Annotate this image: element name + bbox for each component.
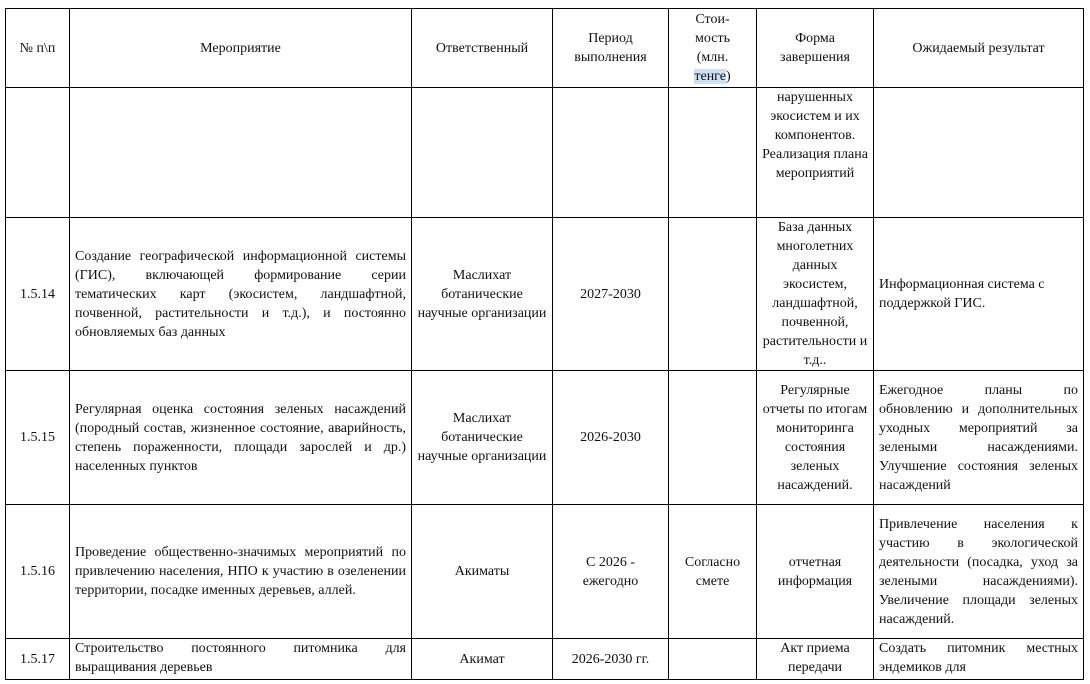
- responsible-cell: Акимат: [411, 638, 553, 680]
- cost-cell: [668, 370, 757, 505]
- cost-cell: Согласно смете: [668, 504, 757, 639]
- responsible-cell: Акиматы: [411, 504, 553, 639]
- activity-cell: Строительство постоянного питомника для …: [69, 638, 412, 680]
- form-cell: Регулярные отчеты по итогам мониторинга …: [756, 370, 874, 505]
- header-activity: Мероприятие: [69, 8, 412, 88]
- responsible-cell: Маслихат ботанические научные организаци…: [411, 217, 553, 371]
- table-row: 1.5.16 Проведение общественно-значимых м…: [5, 504, 1084, 639]
- header-responsible: Ответственный: [411, 8, 553, 88]
- period-cell: 2026-2030: [552, 370, 669, 505]
- result-cell: Создать питомник местных эндемиков для: [873, 638, 1084, 680]
- header-row: № п\п Мероприятие Ответственный Период вы…: [5, 8, 1084, 88]
- activities-table: № п\п Мероприятие Ответственный Период вы…: [5, 8, 1084, 680]
- form-cell: База данных многолетних данных экосистем…: [756, 217, 874, 371]
- selected-text[interactable]: тенге: [694, 69, 726, 84]
- form-cell: нарушенных экосистем и их компонентов. Р…: [756, 87, 874, 218]
- table-row: 1.5.14 Создание географической информаци…: [5, 217, 1084, 371]
- period-cell: 2027-2030: [552, 217, 669, 371]
- table-row: 1.5.15 Регулярная оценка состояния зелен…: [5, 370, 1084, 505]
- activity-cell: Регулярная оценка состояния зеленых наса…: [69, 370, 412, 505]
- form-cell: Акт приема передачи: [756, 638, 874, 680]
- header-result: Ожидаемый результат: [873, 8, 1084, 88]
- table-row: нарушенных экосистем и их компонентов. Р…: [5, 87, 1084, 218]
- header-cost: Стои-мость (млн. тенге): [668, 8, 757, 88]
- activity-cell: Создание географической информационной с…: [69, 217, 412, 371]
- activity-cell: Проведение общественно-значимых мероприя…: [69, 504, 412, 639]
- result-cell: Ежегодное планы по обновлению и дополнит…: [873, 370, 1084, 505]
- row-num: 1.5.16: [5, 504, 70, 639]
- cost-cell: [668, 638, 757, 680]
- form-cell: отчетная информация: [756, 504, 874, 639]
- result-cell: Информационная система с поддержкой ГИС.: [873, 217, 1084, 371]
- cost-cell: [668, 217, 757, 371]
- header-num: № п\п: [5, 8, 70, 88]
- period-cell: 2026-2030 гг.: [552, 638, 669, 680]
- row-num: 1.5.15: [5, 370, 70, 505]
- responsible-cell: Маслихат ботанические научные организаци…: [411, 370, 553, 505]
- row-num: 1.5.14: [5, 217, 70, 371]
- result-cell: Привлечение населения к участию в эколог…: [873, 504, 1084, 639]
- header-period: Период выполнения: [552, 8, 669, 88]
- period-cell: С 2026 - ежегодно: [552, 504, 669, 639]
- row-num: 1.5.17: [5, 638, 70, 680]
- table-row: 1.5.17 Строительство постоянного питомни…: [5, 638, 1084, 680]
- header-form: Форма завершения: [756, 8, 874, 88]
